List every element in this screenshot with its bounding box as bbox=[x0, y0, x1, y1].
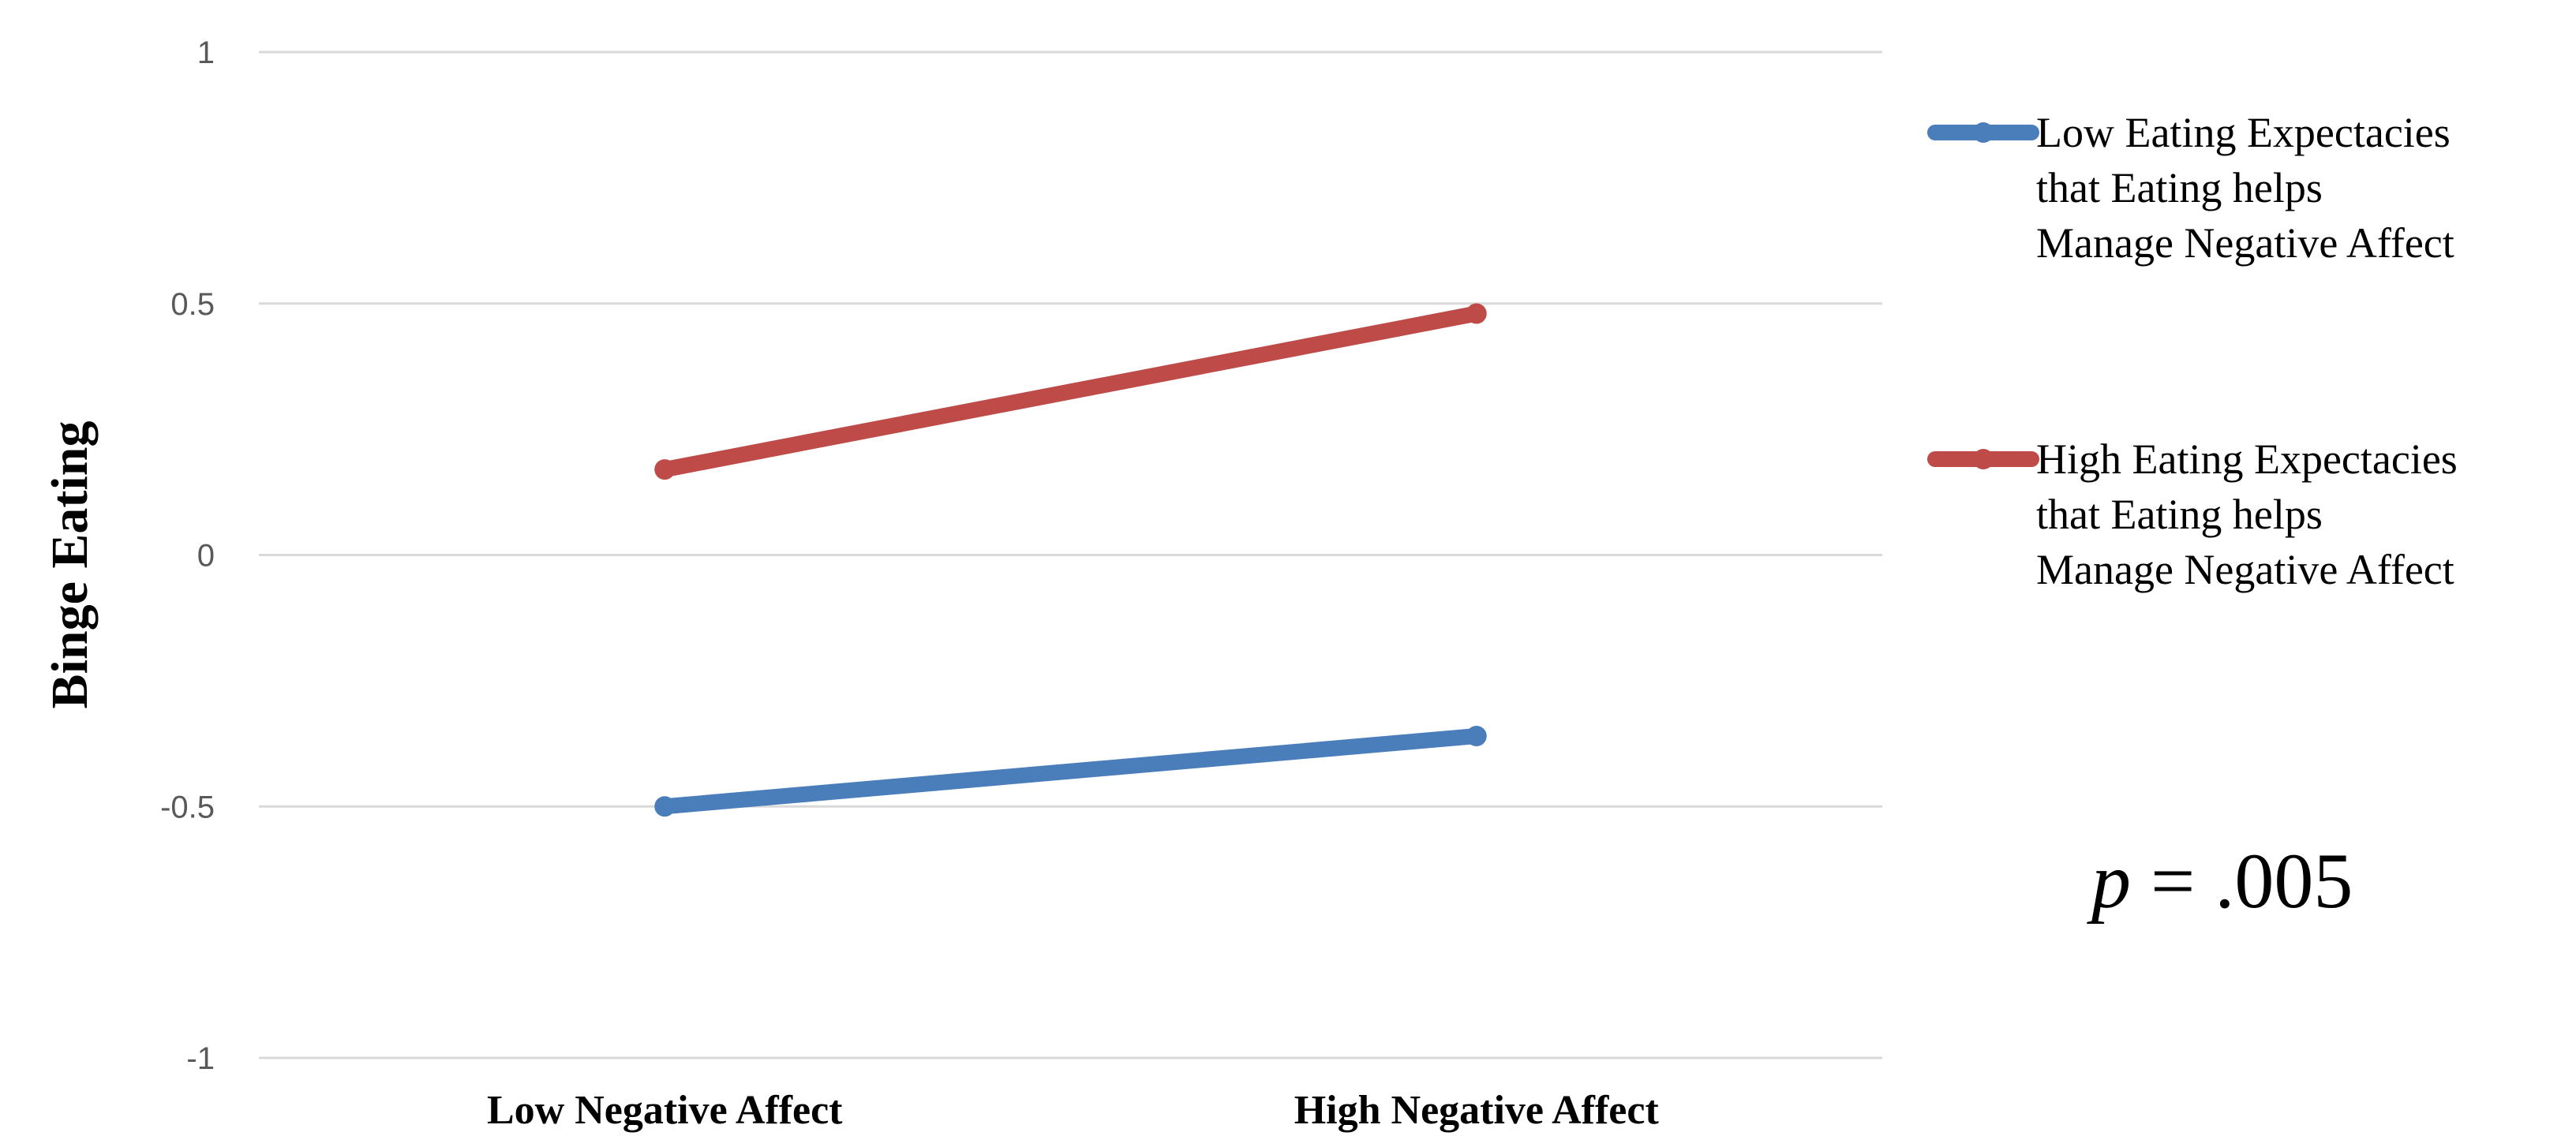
series-line bbox=[657, 728, 1485, 815]
y-tick-label: -1 bbox=[186, 1041, 215, 1076]
series-lines bbox=[654, 303, 1487, 817]
y-axis-label: Binge Eating bbox=[41, 421, 99, 709]
x-tick-label: Low Negative Affect bbox=[487, 1088, 843, 1133]
p-value-annotation: p = .005 bbox=[2087, 837, 2353, 925]
x-axis-ticks: Low Negative Affect High Negative Affect bbox=[487, 1088, 1659, 1133]
data-point bbox=[1466, 303, 1487, 324]
p-symbol: p bbox=[2087, 837, 2131, 925]
legend-label: Manage Negative Affect bbox=[2036, 546, 2454, 593]
legend-swatch-marker bbox=[1973, 449, 1994, 469]
data-point bbox=[654, 796, 676, 817]
data-point bbox=[654, 459, 676, 480]
legend-swatch-marker bbox=[1973, 122, 1994, 143]
y-tick-label: -0.5 bbox=[160, 790, 215, 824]
legend-label: that Eating helps bbox=[2036, 164, 2323, 211]
y-tick-label: 0.5 bbox=[170, 287, 215, 322]
y-axis-ticks: 1 0.5 0 -0.5 -1 bbox=[160, 36, 215, 1076]
legend-label: that Eating helps bbox=[2036, 491, 2323, 538]
series-line bbox=[657, 305, 1485, 478]
data-point bbox=[1466, 726, 1487, 746]
series-2 bbox=[654, 303, 1487, 480]
legend: Low Eating Expectacies that Eating helps M… bbox=[1927, 109, 2458, 593]
y-tick-label: 1 bbox=[197, 36, 215, 70]
x-tick-label: High Negative Affect bbox=[1294, 1088, 1660, 1133]
legend-label: Manage Negative Affect bbox=[2036, 219, 2454, 267]
gridlines bbox=[259, 50, 1882, 1059]
legend-item: High Eating Expectacies that Eating helps… bbox=[1927, 435, 2458, 593]
legend-label: Low Eating Expectacies bbox=[2036, 109, 2451, 156]
p-value-text: = .005 bbox=[2131, 837, 2353, 925]
legend-label: High Eating Expectacies bbox=[2036, 435, 2458, 483]
series-1 bbox=[654, 726, 1487, 817]
legend-item: Low Eating Expectacies that Eating helps M… bbox=[1927, 109, 2454, 267]
y-tick-label: 0 bbox=[197, 539, 215, 574]
